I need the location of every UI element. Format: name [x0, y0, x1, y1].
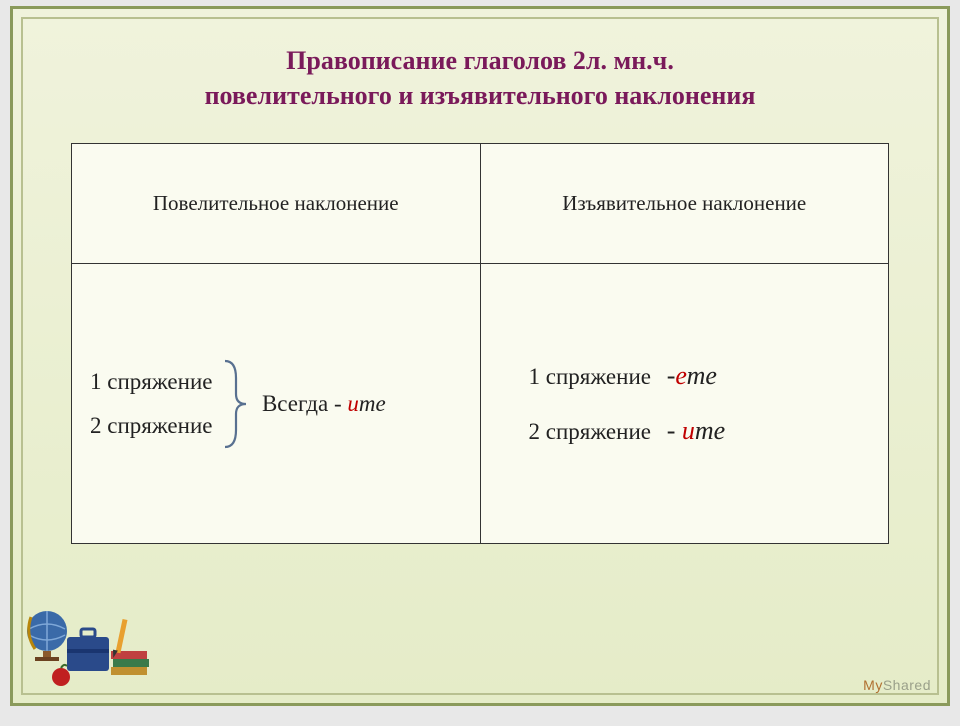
table-header-row: Повелительное наклонение Изъявительное н…	[72, 144, 889, 264]
watermark-my: My	[863, 677, 883, 693]
left-conj-2: 2 спряжение	[90, 413, 212, 438]
always-red-letter: и	[347, 391, 359, 416]
grammar-table: Повелительное наклонение Изъявительное н…	[71, 143, 889, 544]
r1-rest: те	[687, 361, 717, 390]
school-supplies-icon	[17, 589, 157, 699]
title-line-2: повелительного и изъявительного наклонен…	[205, 81, 756, 110]
r2-red: и	[682, 416, 695, 445]
r1-red: е	[675, 361, 686, 390]
curly-bracket	[222, 358, 248, 450]
header-imperative: Повелительное наклонение	[72, 144, 481, 264]
right-conj-1-label: 1 спряжение	[529, 364, 651, 389]
table-body-row: 1 спряжение 2 спряжение Всегда - ите	[72, 264, 889, 544]
always-rest: те	[359, 391, 386, 416]
right-row-2: 2 спряжение - ите	[529, 404, 871, 459]
school-clipart	[17, 589, 157, 699]
slide-inner-frame: Правописание глаголов 2л. мн.ч. повелите…	[21, 17, 939, 695]
watermark-rest: Shared	[883, 677, 931, 693]
slide-outer-frame: Правописание глаголов 2л. мн.ч. повелите…	[10, 6, 950, 706]
title-line-1: Правописание глаголов 2л. мн.ч.	[286, 46, 674, 75]
header-indicative: Изъявительное наклонение	[480, 144, 889, 264]
left-conjugation-list: 1 спряжение 2 спряжение	[90, 360, 212, 447]
watermark: MyShared	[863, 677, 931, 693]
slide-title: Правописание глаголов 2л. мн.ч. повелите…	[71, 43, 889, 113]
always-text: Всегда - ите	[262, 391, 386, 417]
cell-imperative: 1 спряжение 2 спряжение Всегда - ите	[72, 264, 481, 544]
right-conjugation-list: 1 спряжение -ете 2 спряжение - ите	[499, 349, 871, 458]
r2-dash: -	[667, 416, 682, 445]
right-conj-2-label: 2 спряжение	[529, 419, 651, 444]
right-row-1: 1 спряжение -ете	[529, 349, 871, 404]
always-label: Всегда -	[262, 391, 347, 416]
bracket-icon	[222, 358, 248, 450]
r2-rest: те	[695, 416, 725, 445]
cell-indicative: 1 спряжение -ете 2 спряжение - ите	[480, 264, 889, 544]
left-conj-1: 1 спряжение	[90, 369, 212, 394]
